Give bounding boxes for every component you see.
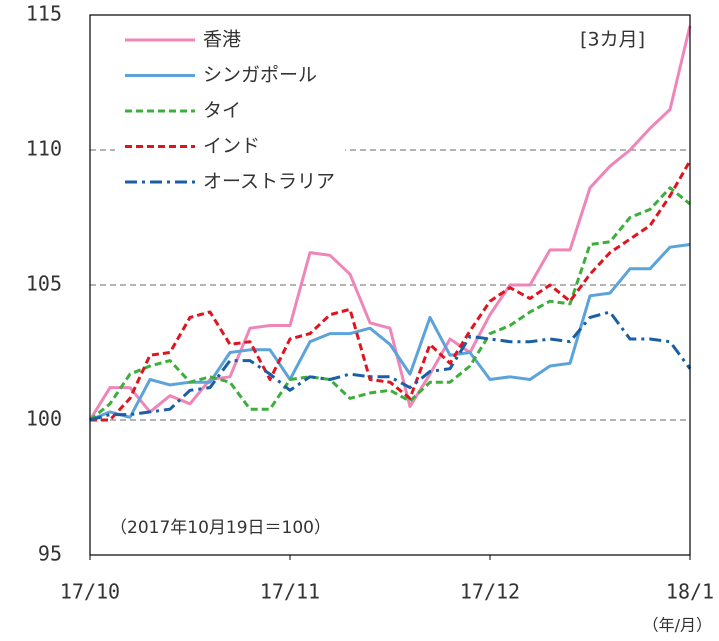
y-tick-label: 100 xyxy=(26,407,62,431)
y-tick-label: 110 xyxy=(26,137,62,161)
unit-note: （年/月） xyxy=(643,616,712,635)
legend-label: 香港 xyxy=(203,29,241,51)
y-tick-label: 115 xyxy=(26,2,62,26)
y-tick-label: 95 xyxy=(38,542,62,566)
legend-label: シンガポール xyxy=(203,64,317,86)
plot-frame xyxy=(89,14,691,556)
x-tick-label: 17/12 xyxy=(460,580,520,604)
x-tick-label: 17/11 xyxy=(260,580,320,604)
x-tick-label: 17/10 xyxy=(60,580,120,604)
series-line xyxy=(88,25,692,421)
legend-label: オーストラリア xyxy=(203,171,335,193)
series-line xyxy=(89,186,691,422)
period-note: [3カ月] xyxy=(580,29,645,51)
series-line xyxy=(90,160,692,422)
x-tick-label: 18/1 xyxy=(666,580,714,604)
legend-label: インド xyxy=(203,135,260,157)
series-line xyxy=(89,310,692,422)
base-note: （2017年10月19日＝100） xyxy=(110,518,331,538)
y-tick-label: 105 xyxy=(26,272,62,296)
legend-label: タイ xyxy=(203,100,241,122)
